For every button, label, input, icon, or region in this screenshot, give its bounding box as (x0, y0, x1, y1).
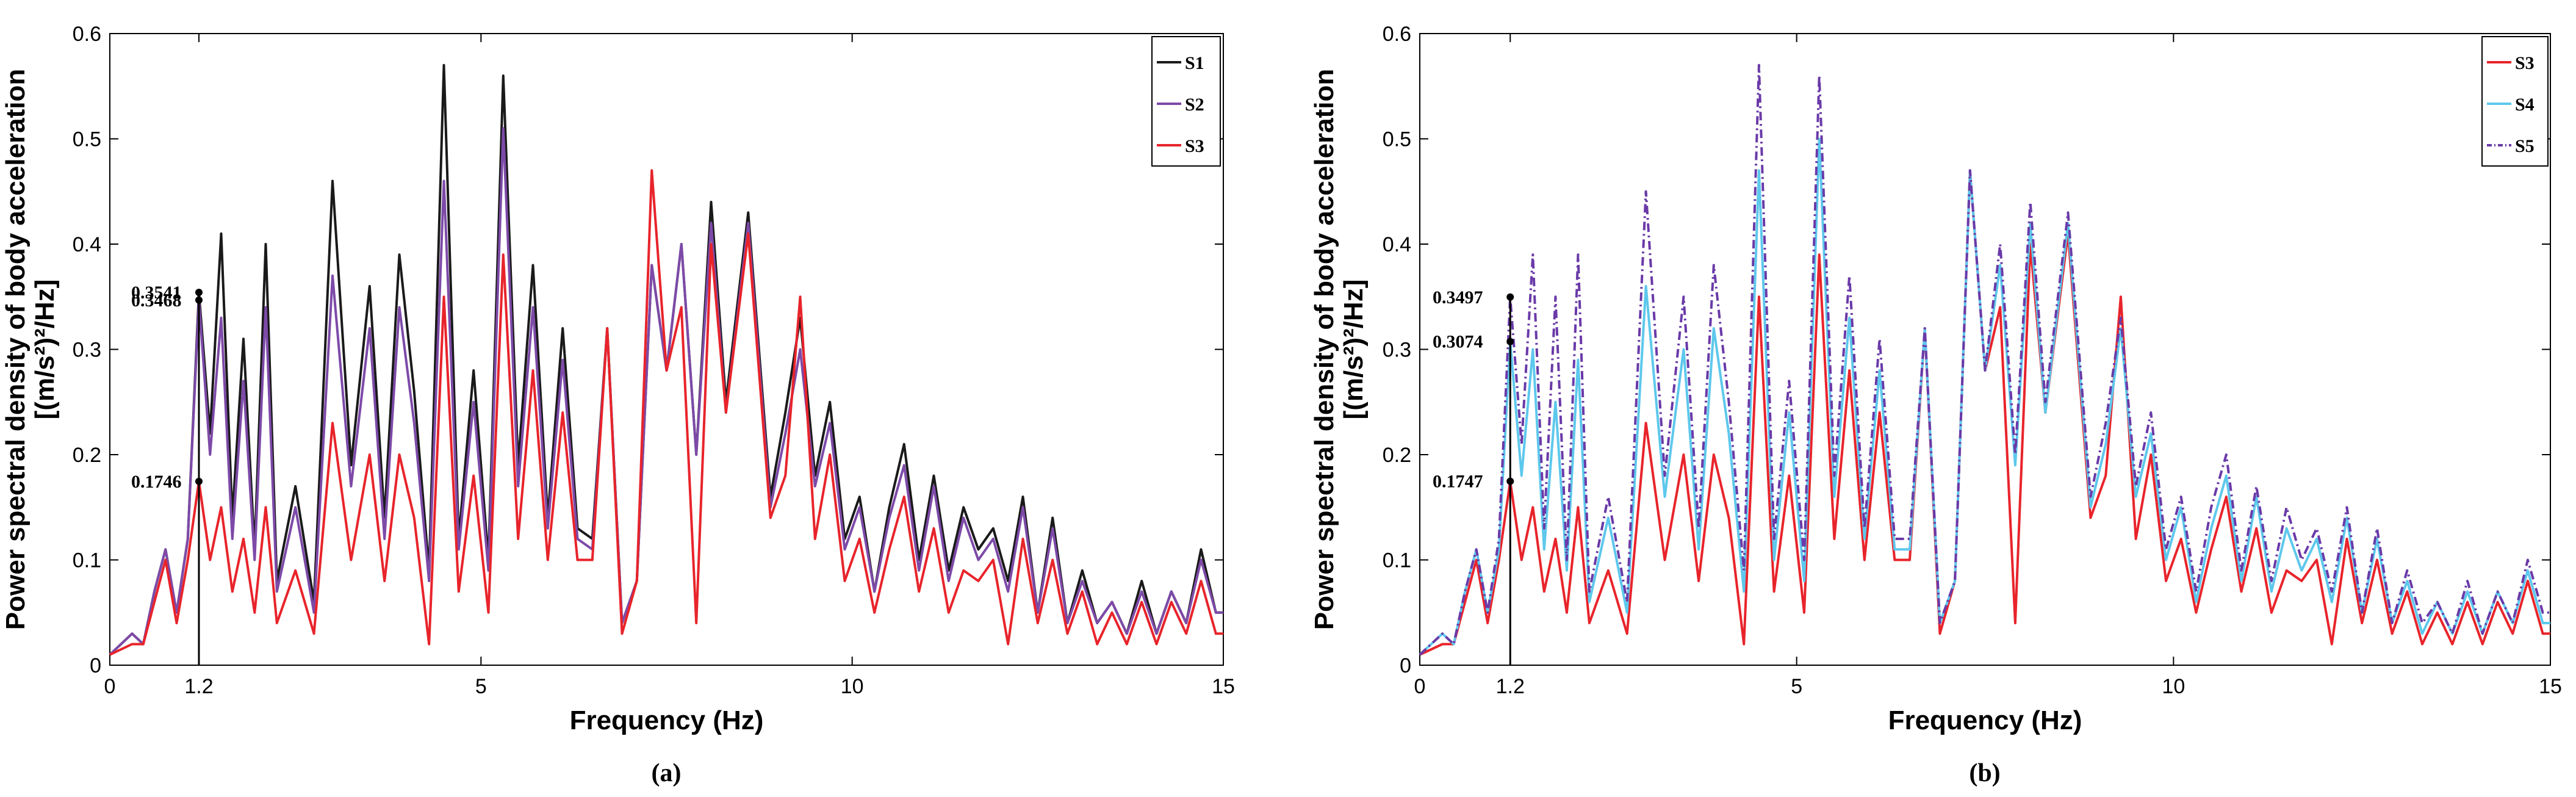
legend: S3 S4 S5 (2481, 36, 2549, 167)
y-tick-label: 0.1 (1383, 549, 1411, 572)
x-tick-label: 1.2 (1496, 675, 1525, 698)
annotation-point (1506, 293, 1514, 301)
x-tick-label: 10 (841, 675, 864, 698)
y-tick-label: 0.1 (73, 549, 101, 572)
y-tick-label: 0 (90, 654, 101, 677)
annotation-label: 0.3468 (131, 290, 182, 311)
x-tick-label: 1.2 (184, 675, 213, 698)
annotation-label: 0.3074 (1433, 332, 1483, 352)
y-tick-label: 0.4 (73, 233, 101, 256)
x-tick-label: 15 (2539, 675, 2562, 698)
x-tick-label: 0 (1414, 675, 1426, 698)
annotation-point (1506, 477, 1514, 485)
series-line-s3 (109, 169, 1223, 656)
y-tick-label: 0.3 (1383, 339, 1411, 362)
legend-label-s3: S3 (2515, 53, 2535, 73)
panel-caption: (b) (1969, 759, 2000, 787)
y-tick-label: 0.5 (73, 128, 101, 151)
series-line-s5 (1419, 63, 2550, 656)
legend-label-s1: S1 (1185, 53, 1204, 73)
chart-panel-a: 0 0.1 0.2 0.3 0.4 0.5 0.6 0 1.2 5 10 15 0.35410.3468… (1, 23, 1235, 787)
y-tick-label: 0.2 (73, 444, 101, 467)
annotation-point (195, 289, 203, 297)
x-axis-label: Frequency (Hz) (570, 705, 764, 735)
y-axis-label: Power spectral density of body accelerat… (1309, 69, 1339, 630)
series-line-s2 (109, 127, 1223, 656)
y-tick-label: 0 (1400, 654, 1411, 677)
y-tick-label: 0.4 (1383, 233, 1411, 256)
legend-box (2481, 36, 2549, 167)
x-tick-label: 5 (1791, 675, 1802, 698)
annotation-label: 0.3541 (131, 283, 182, 303)
annotation-label: 0.3497 (1433, 287, 1483, 308)
annotation-point (195, 477, 203, 485)
x-tick-label: 10 (2162, 675, 2185, 698)
annotation-label: 0.1746 (131, 472, 182, 492)
y-axis-unit-label: [(m/s²)²/Hz] (30, 279, 60, 420)
legend-label-s5: S5 (2515, 136, 2535, 156)
y-tick-label: 0.6 (73, 23, 101, 46)
panel-caption: (a) (652, 759, 682, 787)
legend-label-s4: S4 (2515, 95, 2535, 115)
y-axis-unit-label: [(m/s²)²/Hz] (1339, 279, 1369, 420)
x-tick-label: 0 (104, 675, 116, 698)
x-tick-label: 15 (1212, 675, 1235, 698)
y-tick-label: 0.5 (1383, 128, 1411, 151)
y-tick-label: 0.3 (73, 339, 101, 362)
chart-panel-b: 0 0.1 0.2 0.3 0.4 0.5 0.6 0 1.2 5 10 15 0.3497 0.3074… (1309, 23, 2562, 787)
annotation-label: 0.1747 (1433, 472, 1483, 492)
y-tick-label: 0.2 (1383, 444, 1411, 467)
x-axis-label: Frequency (Hz) (1888, 705, 2082, 735)
annotation-point (1506, 337, 1514, 345)
y-tick-label: 0.6 (1383, 23, 1411, 46)
annotation-point (195, 296, 203, 304)
y-axis-label: Power spectral density of body accelerat… (1, 69, 31, 630)
x-tick-label: 5 (475, 675, 487, 698)
legend-label-s2: S2 (1185, 95, 1204, 115)
legend-label-s3: S3 (1185, 136, 1204, 156)
legend: S1 S2 S3 (1151, 36, 1221, 167)
